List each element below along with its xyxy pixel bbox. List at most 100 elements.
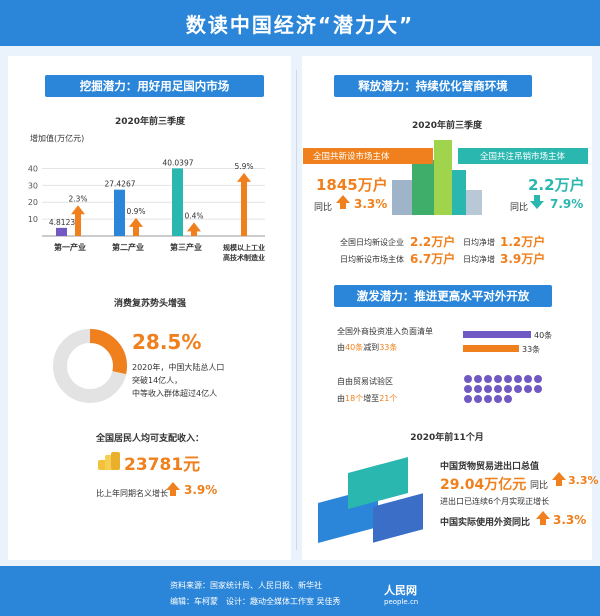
y-axis-label: 增加值(万亿元) [30,134,85,143]
daily-net-1-value: 1.2万户 [500,235,546,249]
neg-list-bar-33 [463,345,519,352]
trade-value: 29.04万亿元 [440,477,527,493]
cancel-market-yoy: 同比 [510,203,529,213]
negative-list-from: 40条 [345,343,364,352]
neg-list-bar-33-label: 33条 [522,345,541,354]
y-tick-label: 30 [28,181,38,190]
new-market-legend: 全国共新设市场主体 [303,148,433,164]
left-panel [8,56,291,560]
negative-list-prefix: 由 [337,343,345,352]
cancel-market-growth: 7.9% [550,197,584,211]
ftz-dot [534,385,542,393]
negative-list-sub: 由40条减到33条 [337,342,397,353]
ftz-prefix: 由 [337,394,345,403]
consumption-desc-3: 中等收入群体超过4亿人 [132,389,218,398]
growth-arrow-head [237,172,251,182]
x-category-label: 第三产业 [170,242,202,252]
ftz-dot [484,385,492,393]
ftz-dot [474,375,482,383]
daily-new-entity-label: 日均新设市场主体 [340,255,404,264]
ftz-dot [534,375,542,383]
growth-arrow-stem [75,213,81,236]
new-market-growth: 3.3% [354,197,388,211]
page-title: 数读中国经济“潜力大” [0,0,600,46]
ftz-dot [504,385,512,393]
growth-arrow-stem [133,225,139,236]
growth-arrow-head [129,217,143,227]
ftz-dot [464,385,472,393]
fdi-title: 中国实际使用外资同比 [440,518,531,528]
daily-net-2-value: 3.9万户 [500,252,546,266]
footer: 资料来源：国家统计局、人民日报、新华社 编辑：车柯蒙 设计：趣动全媒体工作室 吴… [0,566,600,616]
center-divider [296,70,297,550]
y-tick-label: 10 [28,215,38,224]
income-title: 全国居民人均可支配收入： [96,434,205,444]
bar-value-label: 4.8123 [49,218,75,227]
bar-value [114,189,125,236]
buildings-illustration [392,140,482,215]
cancel-market-arrow-icon [530,195,544,209]
bar-value [56,227,67,236]
trade-arrow-icon [552,472,566,486]
trade-note: 进出口已连续6个月实现正增长 [440,497,550,506]
income-growth-value: 3.9% [184,483,218,497]
trade-growth: 3.3% [568,474,599,487]
growth-arrow-stem [191,230,197,236]
ftz-dot [524,375,532,383]
x-category-label: 高技术制造业 [223,253,265,262]
daily-net-1-label: 日均净增 [463,238,495,247]
containers-illustration [318,455,428,545]
fdi-growth: 3.3% [553,513,587,527]
ftz-dot [474,395,482,403]
trade-subtitle: 2020年前11个月 [410,433,484,443]
chart-subtitle: 2020年前三季度 [114,117,186,127]
ftz-dot [494,385,502,393]
ftz-dot [514,375,522,383]
footer-logo-sub: people.cn [384,598,419,606]
ftz-mid: 增至 [363,394,380,403]
new-market-value: 1845万户 [316,176,388,194]
growth-label: 2.3% [68,194,87,203]
ftz-dot [464,375,472,383]
neg-list-bar-40 [463,331,531,338]
section-tag-business: 释放潜力：持续优化营商环境 [334,75,532,97]
new-market-yoy: 同比 [314,203,333,213]
business-subtitle: 2020年前三季度 [411,121,483,131]
income-growth-label: 比上年同期名义增长 [96,489,168,498]
negative-list-to: 33条 [379,343,398,352]
consumption-desc-2: 突破14亿人， [132,376,183,385]
footer-source: 资料来源：国家统计局、人民日报、新华社 [170,581,322,590]
bar-value [172,168,183,236]
ftz-dot [494,375,502,383]
growth-label: 5.9% [234,162,253,171]
growth-arrow-stem [241,180,247,236]
growth-label: 0.4% [184,211,203,220]
footer-logo: 人民网 [384,584,417,597]
income-value: 23781元 [124,455,201,475]
daily-new-enterprise-label: 全国日均新设企业 [340,238,404,247]
coins-icon [98,452,120,470]
fdi-arrow-icon [536,511,550,525]
daily-new-enterprise-value: 2.2万户 [410,235,456,249]
neg-list-bar-40-label: 40条 [534,331,553,340]
bar-value-label: 27.4267 [104,180,135,189]
negative-list-title: 全国外商投资准入负面清单 [337,327,433,336]
negative-list-mid: 减到 [363,343,380,352]
x-category-label: 规模以上工业 [223,243,265,252]
income-growth-arrow-icon [166,482,180,496]
ftz-dot [524,385,532,393]
ftz-dot [484,395,492,403]
cancel-market-legend: 全国共注吊销市场主体 [458,148,588,164]
trade-yoy: 同比 [530,481,549,491]
section-tag-market: 挖掘潜力：用好用足国内市场 [45,75,264,97]
bar-value-label: 40.0397 [162,158,193,167]
growth-label: 0.9% [126,207,145,216]
ftz-dots [463,374,543,404]
cancel-market-value: 2.2万户 [528,176,585,194]
consumption-donut [53,329,127,403]
consumption-desc-1: 2020年，中国大陆总人口 [132,363,225,372]
ftz-to: 21个 [379,394,398,403]
new-market-arrow-icon [336,195,350,209]
ftz-dot [504,395,512,403]
ftz-dot [474,385,482,393]
